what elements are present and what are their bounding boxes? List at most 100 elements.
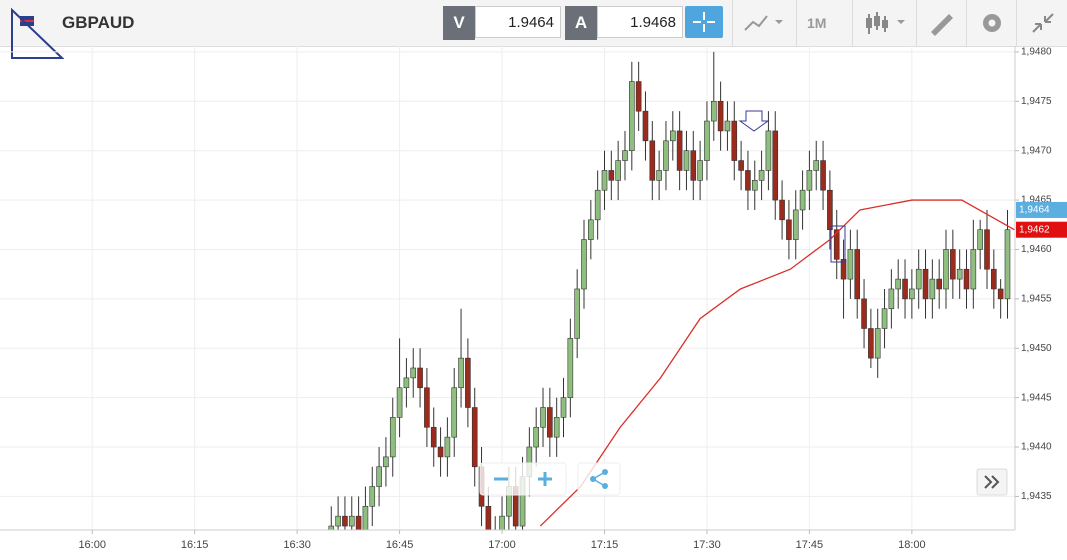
x-tick-label: 17:45: [796, 539, 824, 551]
y-tick-label: 1,9435: [1021, 491, 1052, 502]
candle-body: [779, 199, 785, 221]
price-tag: [1016, 221, 1067, 238]
candle-body: [868, 328, 874, 359]
candle-body: [560, 397, 567, 418]
candle-body: [383, 456, 389, 468]
toolbar: GBPAUD V 1.9464 A 1.9468 1M: [0, 0, 1067, 59]
candle-body: [335, 515, 341, 527]
candle-body: [389, 417, 396, 458]
sell-arrow: [738, 110, 770, 132]
y-tick-label: 1,9480: [1021, 47, 1052, 58]
collapse-button[interactable]: [1016, 0, 1067, 46]
candle-body: [909, 288, 915, 300]
candle-body: [820, 160, 826, 191]
candle-body: [547, 407, 553, 438]
bid-price: 1.9464: [475, 6, 561, 38]
candle-body: [615, 160, 621, 181]
candle-body: [362, 505, 369, 530]
y-tick-label: 1,9465: [1021, 195, 1052, 206]
candle-body: [710, 101, 717, 122]
candle-body: [396, 387, 403, 418]
chart: 1,9435 1,9440 1,9445 1,9450 1,9455 1,9460 1,94…: [0, 46, 1067, 551]
chart-type-button[interactable]: [732, 0, 797, 46]
candle-body: [444, 436, 451, 458]
ask-label[interactable]: A: [565, 6, 597, 40]
candle-body: [745, 170, 751, 191]
candle-body: [697, 160, 703, 181]
candle-body: [786, 219, 792, 240]
zoom-controls: [479, 462, 621, 496]
y-tick-label: 1,9470: [1021, 145, 1052, 156]
candle-body: [369, 486, 376, 507]
candle-body: [465, 357, 471, 408]
candle-body: [936, 278, 942, 290]
candle-body: [984, 229, 990, 270]
candle-body: [608, 170, 615, 181]
x-tick-label: 16:15: [181, 539, 209, 551]
candle-body: [690, 150, 697, 181]
x-tick-label: 16:30: [283, 539, 311, 551]
candle-body: [731, 120, 738, 161]
candle-body: [970, 249, 977, 290]
candle-body: [792, 209, 799, 240]
y-tick-label: 1,9450: [1021, 343, 1052, 354]
candle-body: [895, 278, 901, 290]
candle-body: [348, 515, 355, 527]
candle-body: [642, 110, 649, 142]
candle-body: [328, 525, 335, 530]
candle-body: [943, 249, 949, 290]
zoom-in[interactable]: [538, 472, 552, 486]
candle-body: [376, 466, 382, 487]
y-tick-label: 1,9445: [1021, 392, 1052, 403]
candle-body: [751, 180, 758, 191]
candle-body: [601, 170, 608, 191]
candle-body: [403, 377, 410, 389]
settings-button[interactable]: [966, 0, 1017, 46]
candle-body: [861, 298, 867, 329]
candle-body: [806, 170, 813, 191]
candle-body: [704, 120, 710, 161]
y-tick-label: 1,9455: [1021, 294, 1052, 305]
candle-body: [581, 239, 587, 290]
candle-body: [437, 446, 444, 458]
candles-button[interactable]: [852, 0, 917, 46]
candle-body: [594, 189, 601, 221]
moving-average: [539, 199, 1015, 527]
candle-body: [588, 219, 594, 240]
x-tick-label: 18:00: [898, 539, 926, 551]
candle-body: [847, 249, 854, 280]
share-button[interactable]: [590, 469, 608, 489]
candle-body: [902, 278, 908, 300]
scroll-right[interactable]: [976, 468, 1008, 496]
candle-body: [854, 249, 861, 300]
price-tag-label: 1,9462: [1019, 224, 1050, 235]
bid-label[interactable]: V: [443, 6, 475, 40]
candle-body: [553, 417, 560, 438]
candle-body: [799, 189, 806, 211]
candle-body: [997, 288, 1004, 300]
crosshair-button[interactable]: [685, 6, 723, 38]
timeframe-button[interactable]: 1M: [796, 0, 853, 46]
candle-body: [471, 407, 478, 468]
ask-price: 1.9468: [597, 6, 683, 38]
draw-button[interactable]: [916, 0, 967, 46]
candle-body: [991, 268, 997, 290]
logo: [11, 7, 64, 59]
candle-body: [635, 81, 642, 112]
candle-body: [963, 268, 970, 290]
candle-body: [833, 229, 840, 260]
candle-body: [417, 367, 423, 389]
candle-body: [567, 338, 574, 398]
x-tick-label: 16:45: [386, 539, 414, 551]
candle-body: [410, 367, 417, 379]
candle-body: [656, 170, 662, 181]
candle-body: [758, 170, 765, 181]
candle-body: [929, 278, 936, 300]
y-tick-label: 1,9475: [1021, 96, 1052, 107]
price-tag-label: 1,9464: [1019, 205, 1050, 216]
candle-body: [676, 130, 683, 171]
candle-body: [950, 249, 956, 280]
symbol: GBPAUD: [62, 13, 135, 32]
y-tick-label: 1,9460: [1021, 244, 1052, 255]
candle-body: [485, 505, 492, 530]
